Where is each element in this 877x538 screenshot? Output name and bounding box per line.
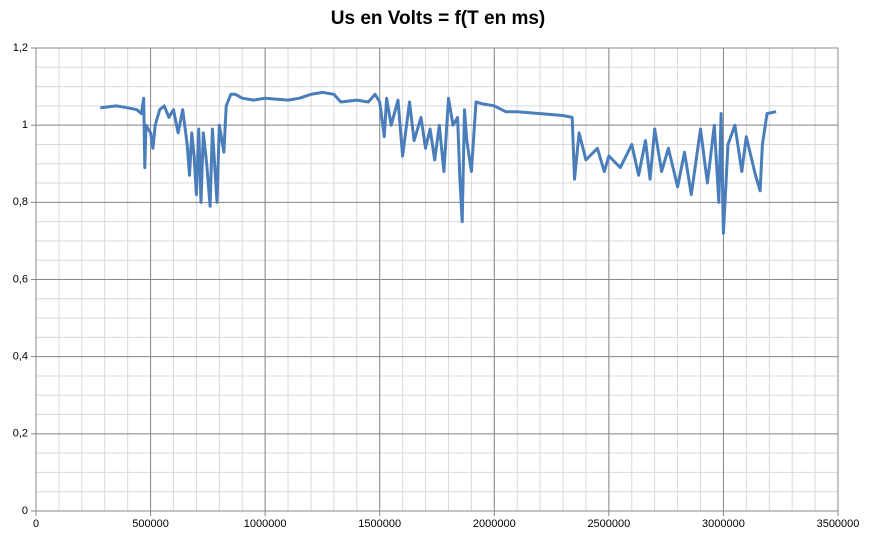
y-tick-label: 1 — [22, 119, 28, 131]
x-tick-label: 0 — [33, 518, 39, 530]
y-tick-label: 0,2 — [13, 428, 28, 440]
y-tick-label: 0,6 — [13, 273, 28, 285]
x-tick-label: 2500000 — [587, 518, 630, 530]
y-tick-label: 0 — [22, 505, 28, 517]
x-tick-label: 2000000 — [473, 518, 516, 530]
y-tick-label: 1,2 — [13, 42, 28, 54]
chart-title: Us en Volts = f(T en ms) — [331, 8, 546, 29]
y-tick-label: 0,4 — [13, 351, 28, 363]
data-line — [100, 90, 777, 235]
x-tick-label: 500000 — [132, 518, 169, 530]
plot-frame — [35, 47, 839, 512]
y-tick-label: 0,8 — [13, 196, 28, 208]
x-tick-label: 3500000 — [817, 518, 860, 530]
x-tick-label: 1500000 — [358, 518, 401, 530]
x-tick-label: 1000000 — [244, 518, 287, 530]
x-tick-label: 3000000 — [702, 518, 745, 530]
